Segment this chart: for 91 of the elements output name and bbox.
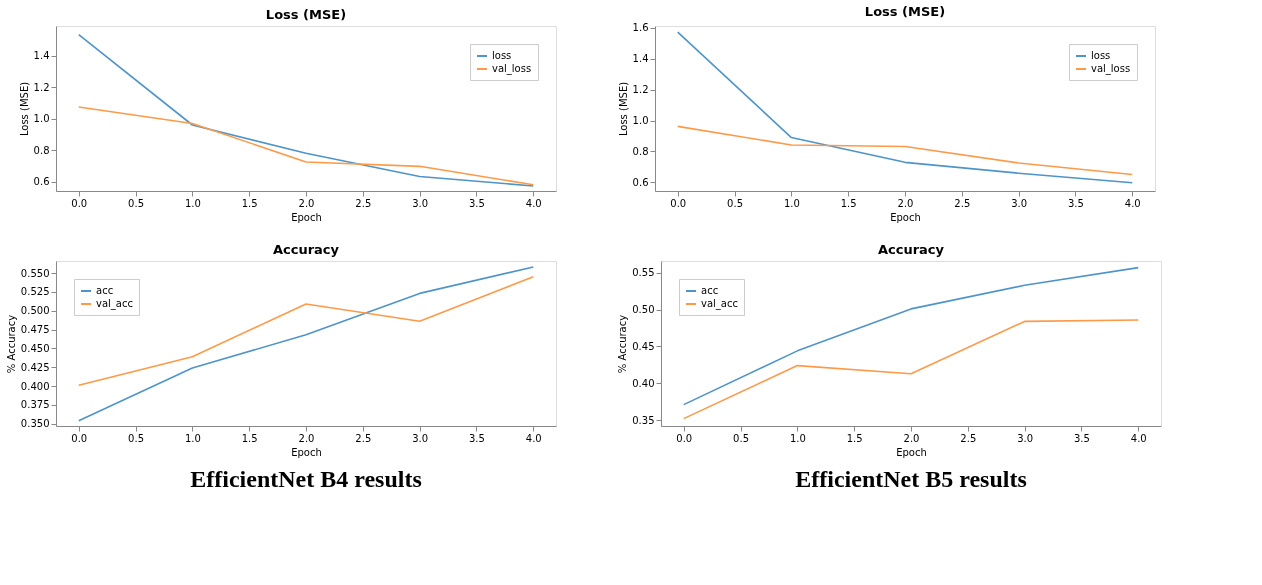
y-tick-label: 0.475 bbox=[20, 324, 50, 336]
text: EfficientNet B4 results bbox=[190, 466, 422, 492]
y-tick-label: 0.50 bbox=[632, 304, 655, 316]
x-tick-label: 2.0 bbox=[903, 432, 920, 444]
x-tick-label: 2.0 bbox=[298, 197, 315, 209]
x-tick-label: 2.5 bbox=[355, 197, 372, 209]
x-tick-label: 1.0 bbox=[184, 432, 201, 444]
x-tick-label: 0.5 bbox=[128, 197, 144, 209]
x-tick-label: 2.5 bbox=[954, 197, 971, 209]
x-axis-title: Epoch bbox=[896, 446, 927, 458]
y-axis-title: Loss (MSE) bbox=[617, 81, 629, 137]
x-tick-label: 2.0 bbox=[298, 432, 315, 444]
y-tick-label: 0.6 bbox=[632, 176, 649, 188]
x-tick-label: 4.0 bbox=[1130, 432, 1147, 444]
x-tick-label: 0.0 bbox=[71, 432, 88, 444]
y-tick-label: 0.525 bbox=[20, 286, 50, 298]
x-tick-label: 0.5 bbox=[727, 197, 743, 209]
y-tick-label: 0.55 bbox=[632, 267, 655, 279]
x-tick-label: 3.0 bbox=[1011, 197, 1028, 209]
y-tick-label: 1.0 bbox=[33, 113, 50, 125]
y-tick-label: 0.6 bbox=[33, 176, 50, 188]
line-series bbox=[77, 266, 535, 422]
x-tick-label: 0.0 bbox=[670, 197, 687, 209]
x-axis-title: Epoch bbox=[291, 446, 322, 458]
line-series bbox=[77, 276, 535, 387]
x-tick-label: 3.5 bbox=[469, 432, 485, 444]
y-tick-label: 0.45 bbox=[632, 340, 655, 352]
line-series bbox=[682, 266, 1140, 406]
x-tick-label: 3.5 bbox=[1068, 197, 1084, 209]
x-tick-label: 2.5 bbox=[355, 432, 372, 444]
x-tick-label: 1.5 bbox=[846, 432, 863, 444]
x-tick-label: 1.0 bbox=[184, 197, 201, 209]
legend-label: acc bbox=[96, 285, 114, 296]
legend-label: loss bbox=[492, 50, 512, 61]
y-tick-label: 0.400 bbox=[20, 380, 50, 392]
y-tick-label: 0.450 bbox=[20, 342, 50, 354]
line-series bbox=[682, 319, 1140, 420]
chart-title: Accuracy bbox=[877, 242, 945, 257]
y-tick-label: 0.8 bbox=[632, 145, 649, 157]
line-series bbox=[77, 106, 535, 186]
y-tick-label: 0.550 bbox=[20, 267, 50, 279]
text: EfficientNet B5 results bbox=[795, 466, 1027, 492]
legend-label: val_acc bbox=[96, 298, 133, 310]
x-tick-label: 3.0 bbox=[412, 432, 429, 444]
x-tick-label: 0.5 bbox=[128, 432, 144, 444]
legend-label: acc bbox=[701, 285, 719, 296]
legend-label: val_acc bbox=[701, 298, 738, 310]
line-series bbox=[77, 33, 535, 187]
y-tick-label: 1.0 bbox=[632, 115, 649, 127]
x-tick-label: 0.0 bbox=[676, 432, 693, 444]
x-tick-label: 1.0 bbox=[783, 197, 800, 209]
x-tick-label: 4.0 bbox=[525, 432, 542, 444]
x-tick-label: 3.5 bbox=[1074, 432, 1090, 444]
x-tick-label: 1.5 bbox=[241, 197, 258, 209]
x-tick-label: 4.0 bbox=[525, 197, 542, 209]
y-tick-label: 0.35 bbox=[632, 414, 655, 426]
line-series bbox=[676, 125, 1134, 176]
chart-title: Accuracy bbox=[272, 242, 340, 257]
x-axis-title: Epoch bbox=[890, 211, 921, 223]
x-tick-label: 1.5 bbox=[241, 432, 258, 444]
x-tick-label: 1.5 bbox=[840, 197, 857, 209]
y-tick-label: 1.6 bbox=[632, 22, 649, 34]
x-axis-title: Epoch bbox=[291, 211, 322, 223]
y-tick-label: 1.4 bbox=[632, 53, 649, 65]
chart-title: Loss (MSE) bbox=[265, 7, 347, 22]
legend-label: loss bbox=[1091, 50, 1111, 61]
y-tick-label: 0.8 bbox=[33, 144, 50, 156]
line-series bbox=[676, 31, 1134, 184]
y-tick-label: 0.40 bbox=[632, 377, 655, 389]
y-tick-label: 1.2 bbox=[33, 81, 50, 93]
y-axis-title: % Accuracy bbox=[5, 314, 17, 374]
y-tick-label: 1.2 bbox=[632, 84, 649, 96]
y-axis-title: Loss (MSE) bbox=[18, 81, 30, 137]
y-tick-label: 0.350 bbox=[20, 418, 50, 430]
legend-label: val_loss bbox=[492, 63, 532, 75]
y-tick-label: 1.4 bbox=[33, 50, 50, 62]
x-tick-label: 1.0 bbox=[789, 432, 806, 444]
x-tick-label: 0.0 bbox=[71, 197, 88, 209]
y-tick-label: 0.375 bbox=[20, 399, 50, 411]
x-tick-label: 4.0 bbox=[1124, 197, 1141, 209]
legend-label: val_loss bbox=[1091, 63, 1131, 75]
y-tick-label: 0.500 bbox=[20, 305, 50, 317]
x-tick-label: 3.5 bbox=[469, 197, 485, 209]
x-tick-label: 3.0 bbox=[412, 197, 429, 209]
chart-title: Loss (MSE) bbox=[864, 3, 946, 19]
y-tick-label: 0.425 bbox=[20, 361, 50, 373]
x-tick-label: 0.5 bbox=[733, 432, 749, 444]
x-tick-label: 2.0 bbox=[897, 197, 914, 209]
x-tick-label: 3.0 bbox=[1017, 432, 1034, 444]
y-axis-title: % Accuracy bbox=[617, 314, 629, 374]
x-tick-label: 2.5 bbox=[960, 432, 977, 444]
